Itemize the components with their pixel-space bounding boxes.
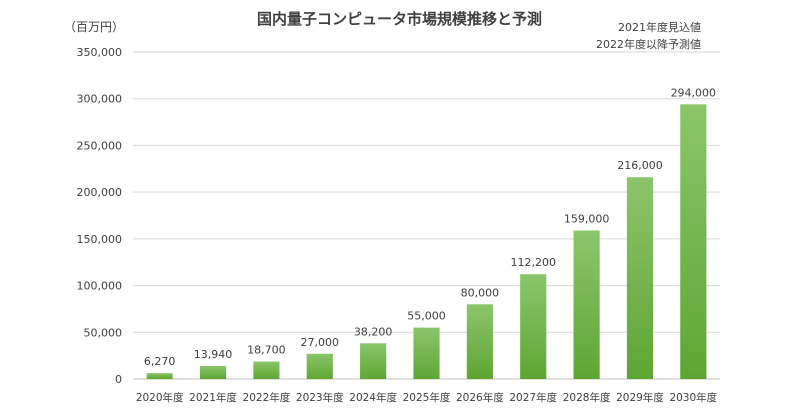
x-tick-label: 2029年度: [616, 391, 664, 404]
bar: [680, 104, 707, 379]
y-tick-label: 50,000: [84, 326, 123, 339]
x-tick-label: 2023年度: [296, 391, 344, 404]
data-label: 80,000: [461, 286, 500, 299]
data-label: 13,940: [194, 348, 233, 361]
data-label: 38,200: [354, 325, 393, 338]
bar: [146, 373, 173, 379]
bar: [253, 361, 280, 379]
x-tick-label: 2026年度: [456, 391, 504, 404]
note-forecast: 2022年度以降予測値: [596, 38, 701, 51]
note-estimate: 2021年度見込値: [618, 21, 701, 34]
data-label: 27,000: [301, 336, 340, 349]
labels: 0 50,000 100,000 150,000 200,000 250,000 300,0…: [77, 46, 718, 404]
bars: [146, 104, 707, 379]
y-tick-label: 100,000: [77, 280, 123, 293]
data-label: 216,000: [617, 159, 663, 172]
data-label: 112,200: [510, 256, 556, 269]
x-tick-label: 2024年度: [349, 391, 397, 404]
data-label: 6,270: [144, 355, 176, 368]
unit-label: （百万円）: [64, 20, 125, 34]
bar: [413, 327, 440, 379]
y-tick-label: 200,000: [77, 186, 123, 199]
bar: [520, 274, 547, 379]
x-tick-label: 2027年度: [509, 391, 557, 404]
bar: [466, 304, 493, 379]
data-label: 18,700: [247, 344, 286, 357]
y-tick-label: 250,000: [77, 139, 123, 152]
x-tick-label: 2025年度: [403, 391, 451, 404]
x-tick-label: 2020年度: [136, 391, 184, 404]
x-tick-label: 2030年度: [669, 391, 717, 404]
y-tick-label: 350,000: [77, 46, 123, 59]
data-label: 55,000: [407, 310, 446, 323]
bar: [306, 353, 333, 379]
bar: [573, 230, 600, 379]
bar: [360, 343, 387, 379]
data-label: 159,000: [564, 212, 610, 225]
data-label: 294,000: [671, 86, 717, 99]
chart-title: 国内量子コンピュータ市場規模推移と予測: [256, 10, 542, 28]
x-tick-label: 2028年度: [563, 391, 611, 404]
gridlines: [133, 51, 720, 380]
x-tick-label: 2021年度: [189, 391, 237, 404]
y-tick-label: 0: [115, 373, 122, 386]
x-tick-label: 2022年度: [243, 391, 291, 404]
bar: [626, 177, 654, 379]
bar: [199, 365, 227, 379]
y-tick-label: 300,000: [77, 93, 123, 106]
y-tick-label: 150,000: [77, 233, 123, 246]
